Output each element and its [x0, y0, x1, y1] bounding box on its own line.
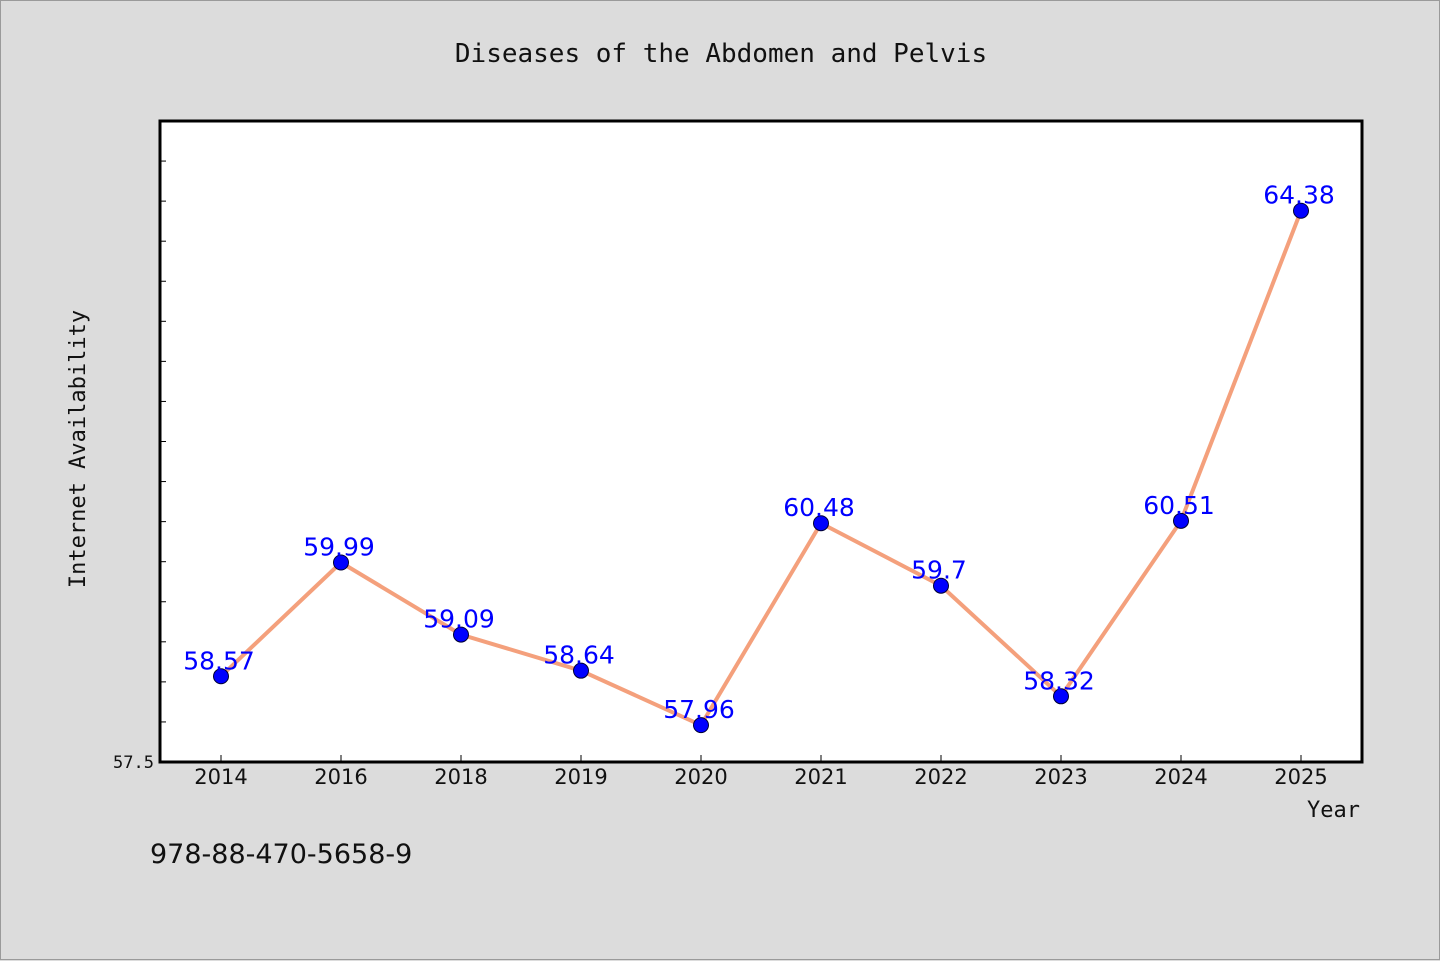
- data-label: 59.99: [303, 532, 375, 561]
- x-axis-ticks: [220, 755, 1302, 762]
- data-point-marker: [213, 668, 229, 685]
- data-label: 58.32: [1023, 666, 1095, 695]
- data-label: 60.51: [1143, 491, 1215, 520]
- data-label: 59.7: [911, 556, 967, 585]
- data-label: 64.38: [1263, 181, 1335, 210]
- y-axis-tick-labels: 57.5: [113, 753, 154, 773]
- data-point-marker: [1293, 202, 1309, 219]
- x-tick-label: 2023: [1034, 765, 1087, 789]
- series-markers: [213, 202, 1309, 734]
- footer-isbn: 978-88-470-5658-9: [150, 839, 412, 870]
- y-axis-ticks: [160, 160, 166, 723]
- chart-title: Diseases of the Abdomen and Pelvis: [455, 39, 987, 69]
- data-label: 59.09: [423, 605, 495, 634]
- x-tick-label: 2021: [794, 765, 847, 789]
- series-line: [219, 210, 1303, 728]
- data-point-marker: [933, 577, 949, 594]
- x-tick-label: 2020: [674, 765, 727, 789]
- x-tick-label: 2019: [554, 765, 607, 789]
- data-point-marker: [813, 515, 829, 532]
- data-label: 58.57: [183, 646, 255, 675]
- data-point-marker: [333, 554, 349, 571]
- x-tick-label: 2018: [434, 765, 487, 789]
- x-axis-tick-labels: 2014 2016 2018 2019 2020 2021 2022 2023 2024 2025: [194, 765, 1327, 789]
- data-label: 57.96: [663, 695, 735, 724]
- data-point-marker: [1053, 688, 1069, 705]
- data-label: 60.48: [783, 493, 855, 522]
- y-axis-label: Internet Availability: [66, 310, 91, 588]
- data-point-marker: [453, 626, 469, 643]
- data-point-marker: [693, 717, 709, 734]
- data-point-marker: [573, 662, 589, 679]
- x-axis-label: Year: [1307, 798, 1360, 823]
- plot-area: [158, 119, 1364, 764]
- x-tick-label: 2024: [1154, 765, 1207, 789]
- data-point-marker: [1173, 512, 1189, 529]
- x-tick-label: 2016: [314, 765, 367, 789]
- data-labels: 58.57 59.99 59.09 58.64 57.96 60.48 59.7 58.32 6…: [183, 181, 1335, 724]
- x-tick-label: 2022: [914, 765, 967, 789]
- y-tick-label: 57.5: [113, 753, 154, 773]
- x-tick-label: 2025: [1274, 765, 1327, 789]
- x-tick-label: 2014: [194, 765, 247, 789]
- data-label: 58.64: [543, 641, 615, 670]
